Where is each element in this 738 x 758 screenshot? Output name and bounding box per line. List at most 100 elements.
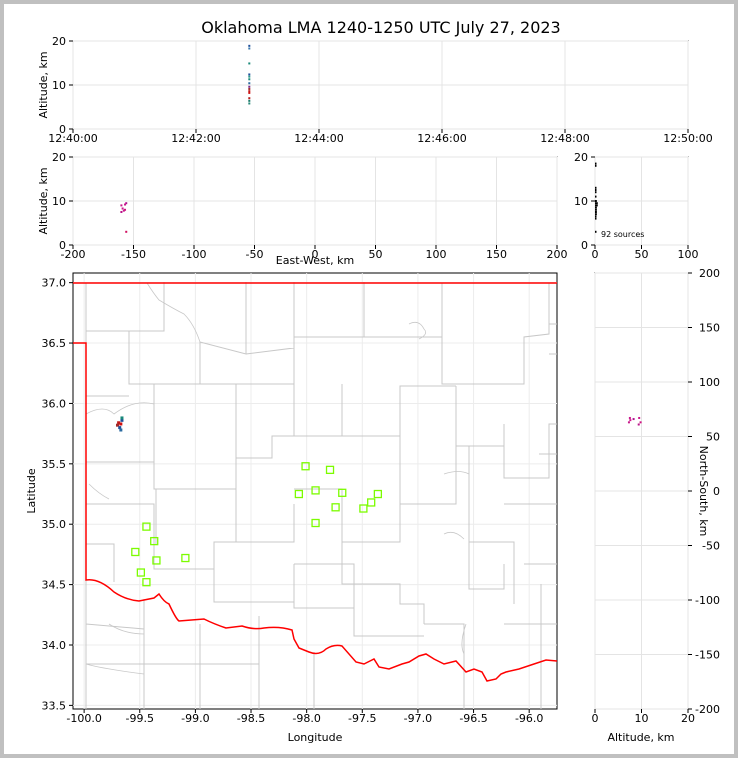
north-south-ytick-label: -50 xyxy=(702,540,720,553)
plan-view-ytick-label: 36.0 xyxy=(42,397,67,410)
plan-view-source xyxy=(119,428,123,432)
plan-view-xtick-label: -96.0 xyxy=(515,712,543,725)
time-height-source xyxy=(248,47,251,50)
time-height-ytick-label: 10 xyxy=(52,79,66,92)
time-height-source xyxy=(248,73,251,76)
east-west-ylabel: Altitude, km xyxy=(37,167,50,234)
lma-station-marker xyxy=(294,489,304,499)
time-height-source xyxy=(248,97,251,100)
histogram-bar xyxy=(595,206,597,209)
east-west-xtick-label: 150 xyxy=(486,248,507,261)
lma-station-marker xyxy=(331,503,340,512)
lma-figure: Oklahoma LMA 1240-1250 UTC July 27, 2023… xyxy=(25,18,721,744)
plan-view-ytick-label: 33.5 xyxy=(42,699,67,712)
lma-station-marker xyxy=(152,556,161,565)
north-south-ytick-label: 200 xyxy=(699,267,720,280)
plan-view-xtick-label: -99.5 xyxy=(126,712,154,725)
lma-station-marker xyxy=(359,504,368,513)
east-west-panel: -200 -150 -100 -50 0 50 100 150 200 0 10 20 East-We… xyxy=(37,151,568,267)
north-south-panel: 0 10 20-200 -150 -100 -50 0 50 100 150 200 Altitud… xyxy=(592,267,721,744)
histogram-bar xyxy=(595,200,597,202)
north-south-xtick-label: 20 xyxy=(681,712,695,725)
north-south-source xyxy=(632,418,635,421)
lma-station-marker xyxy=(373,489,383,499)
east-west-source xyxy=(120,211,123,213)
east-west-xtick-label: -50 xyxy=(246,248,264,261)
time-height-xtick-label: 12:40:00 xyxy=(48,132,97,145)
east-west-source xyxy=(122,209,125,212)
histogram-bar xyxy=(595,230,597,233)
major-roads xyxy=(85,282,470,675)
plan-view-source xyxy=(116,423,120,427)
plan-view-ytick-label: 35.5 xyxy=(42,458,67,471)
north-south-source xyxy=(639,421,642,424)
time-height-source xyxy=(248,87,251,90)
histogram-bar xyxy=(595,204,598,207)
time-height-source xyxy=(248,82,251,85)
time-height-ytick-label: 20 xyxy=(52,35,66,48)
histogram-ytick-label: 20 xyxy=(574,151,588,164)
plan-view-ytick-label: 36.5 xyxy=(42,337,67,350)
east-west-source xyxy=(120,204,123,207)
east-west-source xyxy=(124,203,127,206)
north-south-source xyxy=(638,416,641,419)
time-height-source xyxy=(248,99,251,102)
histogram-bar xyxy=(595,202,598,205)
east-west-ytick-label: 0 xyxy=(59,239,66,252)
plan-view-xtick-label: -100.0 xyxy=(66,712,101,725)
histogram-panel: 0 50 100 0 10 20 92 sources xyxy=(574,151,699,261)
histogram-bar xyxy=(595,208,597,211)
lma-station-marker xyxy=(181,553,190,563)
time-height-source xyxy=(248,102,251,105)
histogram-bar xyxy=(595,189,597,191)
histogram-bar xyxy=(595,195,597,198)
time-height-ylabel: Altitude, km xyxy=(37,51,50,118)
time-height-source xyxy=(248,75,251,78)
east-west-xtick-label: -150 xyxy=(121,248,146,261)
plan-view-ytick-label: 34.0 xyxy=(42,639,67,652)
plan-view-source xyxy=(117,421,121,425)
north-south-source xyxy=(627,421,630,424)
plan-view-source xyxy=(120,416,124,420)
histogram-bar xyxy=(595,191,597,194)
plan-view-xtick-label: -98.0 xyxy=(292,712,320,725)
time-height-xtick-label: 12:46:00 xyxy=(417,132,466,145)
lma-station-marker xyxy=(301,462,310,471)
east-west-xtick-label: -100 xyxy=(182,248,207,261)
lma-station-marker xyxy=(142,522,151,531)
histogram-ytick-label: 0 xyxy=(581,239,588,252)
east-west-source xyxy=(124,208,127,211)
lma-station-marker xyxy=(367,498,376,507)
plan-view-xtick-label: -97.5 xyxy=(348,712,376,725)
plan-view-source xyxy=(120,418,124,422)
histogram-ytick-label: 10 xyxy=(574,195,588,208)
north-south-source xyxy=(629,419,632,422)
plan-view-ytick-label: 34.5 xyxy=(42,579,67,592)
east-west-ytick-label: 10 xyxy=(52,195,66,208)
time-height-xtick-label: 12:42:00 xyxy=(171,132,220,145)
figure-frame: Oklahoma LMA 1240-1250 UTC July 27, 2023… xyxy=(4,4,734,754)
east-west-xtick-label: 50 xyxy=(369,248,383,261)
histogram-bar xyxy=(595,186,597,189)
plan-view-xtick-label: -98.5 xyxy=(237,712,265,725)
histogram-xtick-label: 50 xyxy=(635,248,649,261)
lma-station-marker xyxy=(311,518,320,528)
plan-view-xtick-label: -97.0 xyxy=(404,712,432,725)
time-height-source xyxy=(248,90,251,93)
lma-station-marker xyxy=(131,547,140,557)
plan-view-ylabel: Latitude xyxy=(25,468,38,514)
north-south-xlabel: Altitude, km xyxy=(607,731,674,744)
plan-view-xtick-label: -99.0 xyxy=(181,712,209,725)
north-south-source xyxy=(637,423,640,426)
histogram-bar xyxy=(595,211,597,213)
east-west-source xyxy=(125,202,128,205)
lma-station-marker xyxy=(338,488,347,497)
histogram-bar xyxy=(595,162,597,165)
east-west-xtick-label: 200 xyxy=(547,248,568,261)
lma-station-marker xyxy=(325,465,335,475)
north-south-xtick-label: 0 xyxy=(592,712,599,725)
plan-view-source xyxy=(118,426,122,430)
lma-station-marker xyxy=(311,486,320,495)
plan-view-xlabel: Longitude xyxy=(288,731,343,744)
north-south-ytick-label: 100 xyxy=(699,376,720,389)
